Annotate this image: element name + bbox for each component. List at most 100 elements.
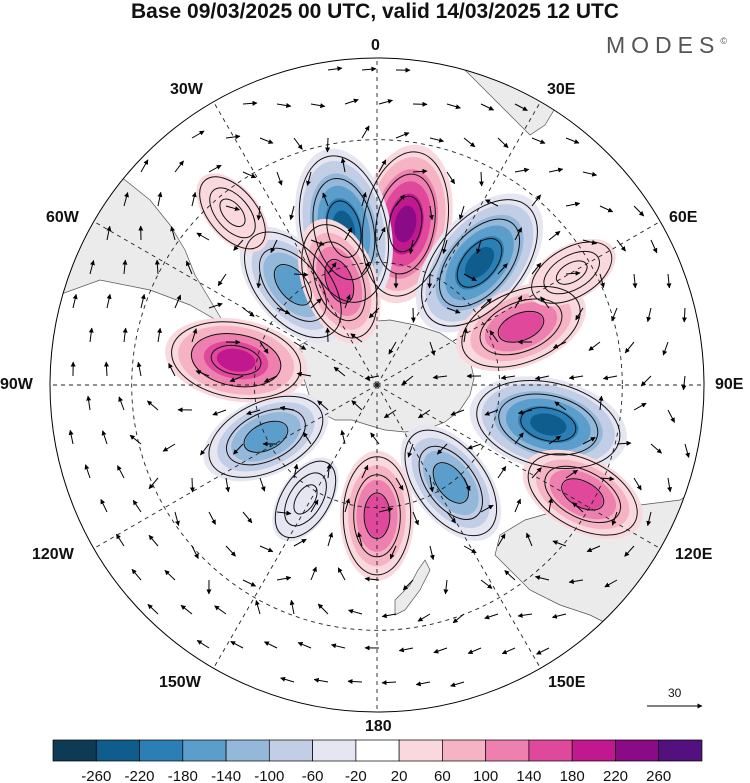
longitude-label-120w: 120W	[32, 546, 74, 563]
wind-vector	[650, 239, 658, 254]
anomaly-band	[216, 348, 256, 372]
wind-vector	[484, 199, 499, 207]
colorbar-cell	[485, 739, 530, 762]
wind-vector	[433, 647, 448, 654]
meridian-line	[376, 101, 541, 386]
wind-vector	[259, 341, 269, 354]
wind-vector	[480, 504, 494, 513]
height-contour	[479, 298, 563, 356]
height-contour	[531, 241, 613, 304]
wind-vector	[86, 395, 92, 411]
height-contour	[555, 260, 588, 285]
wind-vector	[344, 227, 353, 241]
wind-vector	[415, 681, 431, 687]
wind-vector	[195, 370, 210, 377]
height-contour-set	[274, 460, 337, 539]
wind-vector	[599, 273, 605, 288]
wind-vectors	[68, 66, 690, 688]
wind-vector	[489, 330, 499, 343]
wind-vector	[140, 293, 146, 309]
wind-vector	[462, 327, 468, 343]
height-contour-set	[361, 151, 450, 297]
wind-vector	[531, 467, 542, 479]
colorbar-tick-label: -140	[211, 768, 241, 783]
wind-vector	[208, 302, 223, 309]
anomaly-center	[298, 218, 381, 344]
wind-vector	[554, 401, 567, 411]
height-contour	[527, 453, 638, 536]
anomaly-center	[456, 282, 586, 372]
wind-vector	[242, 171, 257, 179]
wind-vector	[497, 533, 506, 547]
wind-vector	[296, 371, 312, 377]
wind-vector	[633, 402, 647, 411]
meridian-line	[376, 221, 661, 386]
wind-vector	[624, 545, 635, 557]
height-contour	[226, 408, 306, 466]
anomaly-band	[394, 205, 417, 243]
wind-vector	[289, 599, 295, 615]
wind-vector	[514, 167, 530, 173]
wind-vector	[310, 239, 325, 246]
wind-vector	[191, 191, 197, 207]
height-contour-set	[301, 224, 378, 339]
height-contour	[404, 429, 498, 537]
wind-vector	[259, 477, 266, 492]
wind-vector	[147, 400, 159, 411]
wind-vector	[118, 396, 125, 411]
meridian-line	[93, 221, 378, 386]
wind-vector	[100, 498, 108, 513]
height-contour	[543, 250, 600, 295]
wind-vector	[191, 130, 205, 139]
wind-vector	[348, 609, 363, 615]
wind-vector	[463, 477, 471, 492]
wind-vector	[526, 532, 533, 547]
wind-vector	[467, 443, 482, 450]
wind-vector	[598, 395, 604, 411]
wind-vector	[154, 259, 160, 275]
height-contour	[361, 151, 450, 297]
height-contour	[301, 224, 378, 339]
wind-vector	[148, 477, 159, 490]
wind-vector	[417, 613, 431, 622]
wind-vector	[344, 498, 351, 513]
height-contour	[432, 462, 469, 504]
wind-vector	[200, 443, 210, 456]
wind-vector	[89, 260, 95, 275]
colorbar-cell	[95, 739, 140, 762]
wind-vector	[540, 296, 550, 309]
wind-vector	[208, 164, 222, 173]
longitude-label-0: 0	[371, 37, 380, 54]
anomaly-band	[530, 413, 567, 436]
wind-vector	[88, 327, 94, 343]
wind-vector	[517, 409, 533, 415]
wind-vector	[259, 545, 274, 553]
meridian-line	[93, 384, 378, 549]
height-contour	[210, 344, 262, 376]
longitude-label-180: 180	[365, 718, 392, 735]
wind-vector	[302, 431, 312, 445]
wind-vector	[225, 545, 236, 557]
wind-vector	[565, 270, 581, 276]
wind-vector	[484, 613, 499, 620]
wind-vector	[174, 294, 182, 309]
longitude-label-30w: 30W	[170, 81, 203, 98]
wind-vector	[412, 511, 419, 526]
wind-vector	[395, 194, 405, 207]
wind-vector	[428, 205, 434, 221]
anomaly-band	[464, 246, 495, 279]
wind-vector	[429, 341, 436, 356]
wind-vector	[588, 341, 601, 351]
height-contour	[243, 420, 289, 453]
wind-vector	[450, 409, 465, 416]
wind-vector	[398, 647, 414, 653]
wind-vector	[378, 507, 394, 513]
height-contour	[421, 199, 538, 327]
wind-vector	[378, 159, 387, 173]
wind-vector	[259, 137, 274, 144]
wind-vector	[310, 499, 319, 513]
wind-vector	[684, 443, 690, 458]
wind-vector	[327, 262, 337, 275]
wind-vector	[242, 307, 255, 317]
